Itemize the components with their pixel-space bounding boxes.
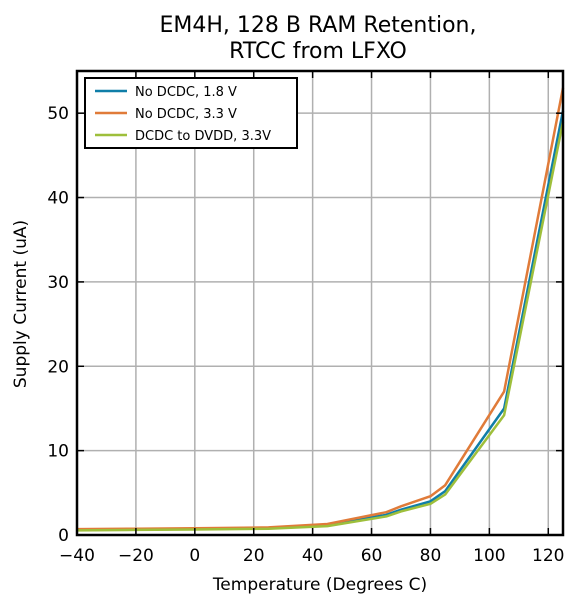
tick-labels: −40 −20 0 20 40 60 80 100 120 0 10 20 30 40 50 [47,104,564,566]
legend-label-1: No DCDC, 1.8 V [135,85,237,100]
y-tick-label: 0 [58,526,69,546]
legend: No DCDC, 1.8 V No DCDC, 3.3 V DCDC to DV… [84,77,298,149]
x-tick-label: −40 [59,546,95,566]
x-tick-label: 100 [473,546,505,566]
x-tick-label: 60 [361,546,383,566]
plot-frame [75,69,565,537]
x-tick-label: 80 [420,546,442,566]
axis-ticks [76,71,563,536]
y-tick-label: 30 [47,273,69,293]
x-tick-label: −20 [118,546,154,566]
x-tick-label: 40 [302,546,324,566]
chart-title-line-1: EM4H, 128 B RAM Retention, [160,13,477,38]
y-tick-label: 20 [47,357,69,377]
x-tick-label: 0 [189,546,200,566]
x-tick-label: 120 [532,546,564,566]
x-axis-title: Temperature (Degrees C) [212,575,427,595]
legend-label-2: No DCDC, 3.3 V [135,107,237,122]
series-line-3 [76,121,565,532]
gridlines [76,71,563,536]
y-tick-label: 50 [47,104,69,124]
y-tick-label: 10 [47,442,69,462]
y-tick-label: 40 [47,189,69,209]
chart-title-line-2: RTCC from LFXO [229,39,407,64]
y-axis-title: Supply Current (uA) [11,220,31,388]
x-tick-label: 20 [243,546,265,566]
series-lines [76,87,565,532]
legend-label-3: DCDC to DVDD, 3.3V [135,129,271,144]
